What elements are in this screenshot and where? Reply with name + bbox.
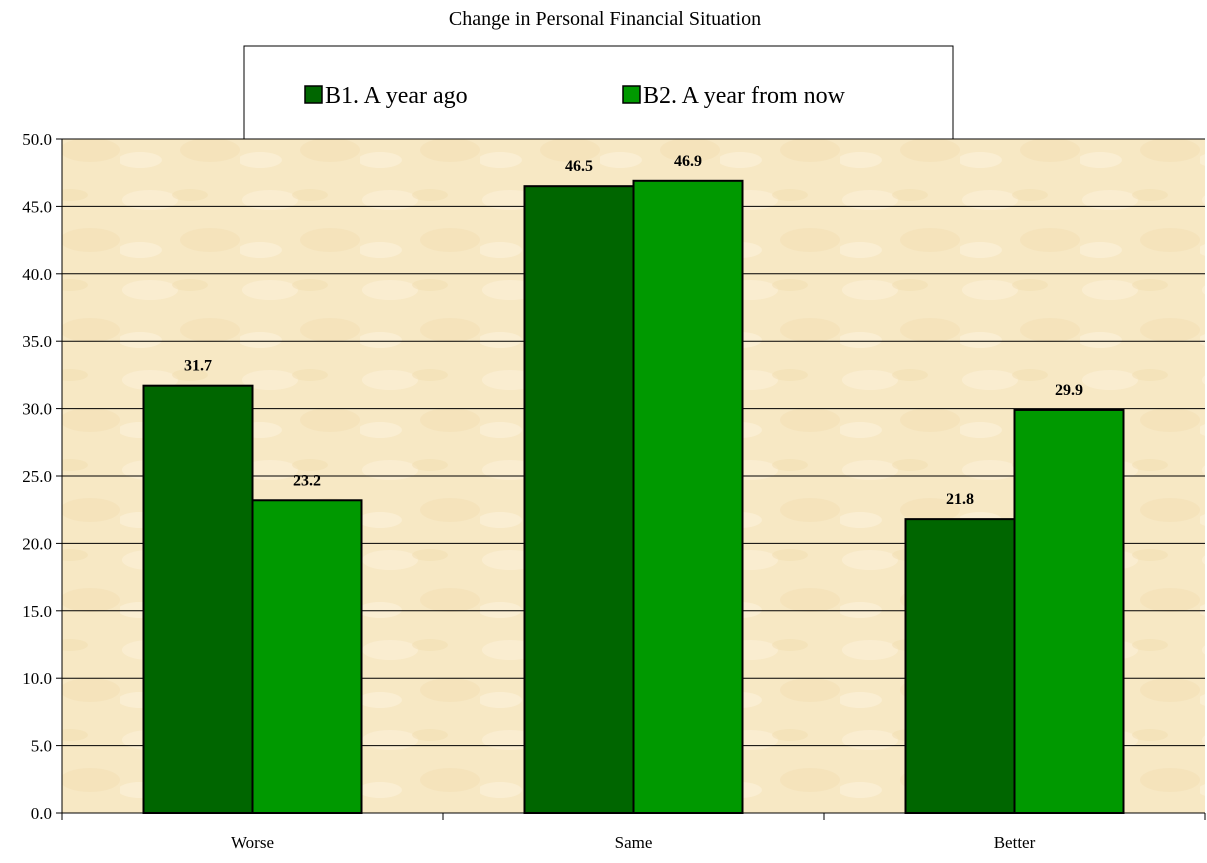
y-axis: 0.0 5.0 10.0 15.0 20.0 25.0 30.0 35.0 40.0 45.0 50… bbox=[22, 130, 63, 823]
y-tick-label: 40.0 bbox=[22, 265, 52, 284]
data-label: 46.9 bbox=[674, 153, 702, 170]
x-category-label: Same bbox=[615, 833, 653, 852]
bar bbox=[1013, 408, 1125, 814]
y-tick-label: 0.0 bbox=[31, 804, 52, 823]
y-tick-label: 10.0 bbox=[22, 669, 52, 688]
x-axis: Worse Same Better bbox=[61, 812, 1206, 852]
y-tick-label: 45.0 bbox=[22, 197, 52, 216]
chart-title: Change in Personal Financial Situation bbox=[449, 8, 761, 30]
data-label: 29.9 bbox=[1055, 382, 1083, 399]
bars bbox=[142, 179, 1125, 814]
y-tick-label: 20.0 bbox=[22, 534, 52, 553]
y-tick-label: 35.0 bbox=[22, 332, 52, 351]
legend-swatch bbox=[622, 85, 641, 104]
legend-box bbox=[243, 45, 954, 140]
data-label: 46.5 bbox=[565, 158, 593, 175]
legend-label: B2. A year from now bbox=[643, 83, 846, 109]
y-tick-label: 25.0 bbox=[22, 467, 52, 486]
bar bbox=[523, 185, 635, 814]
bar bbox=[632, 179, 744, 814]
data-label: 23.2 bbox=[293, 472, 321, 489]
x-category-label: Better bbox=[994, 833, 1036, 852]
y-tick-label: 15.0 bbox=[22, 602, 52, 621]
data-labels: 31.7 23.2 46.5 46.9 21.8 29.9 bbox=[184, 153, 1083, 508]
bar bbox=[142, 384, 254, 814]
legend-swatch bbox=[304, 85, 323, 104]
bar bbox=[904, 518, 1016, 814]
x-category-label: Worse bbox=[231, 833, 274, 852]
data-label: 21.8 bbox=[946, 491, 974, 508]
data-label: 31.7 bbox=[184, 358, 212, 375]
bar bbox=[251, 499, 363, 814]
legend: B1. A year ago B2. A year from now bbox=[243, 45, 954, 140]
y-tick-label: 50.0 bbox=[22, 130, 52, 149]
y-tick-label: 5.0 bbox=[31, 737, 52, 756]
y-tick-label: 30.0 bbox=[22, 400, 52, 419]
legend-label: B1. A year ago bbox=[325, 83, 468, 109]
